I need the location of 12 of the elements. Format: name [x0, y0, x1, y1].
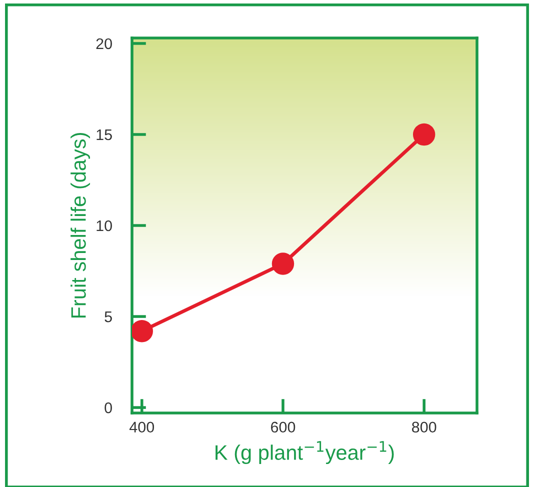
x-tick-label: 400 — [129, 422, 154, 433]
point — [272, 252, 294, 275]
x-tick-label: 800 — [412, 422, 436, 433]
y-axis-title: Fruit shelf life (days) — [70, 133, 90, 318]
y-tick-label: 5 — [104, 312, 112, 322]
y-tick-label: 10 — [96, 220, 112, 232]
y-tick-label: 0 — [104, 402, 112, 414]
point — [412, 123, 436, 146]
y-tick-label: 15 — [96, 130, 112, 140]
x-axis-title: K (g plant$^{−1}$year$^{−1}$) — [216, 441, 394, 464]
x-tick-label: 600 — [271, 422, 296, 433]
y-tick-label: 20 — [96, 38, 112, 50]
